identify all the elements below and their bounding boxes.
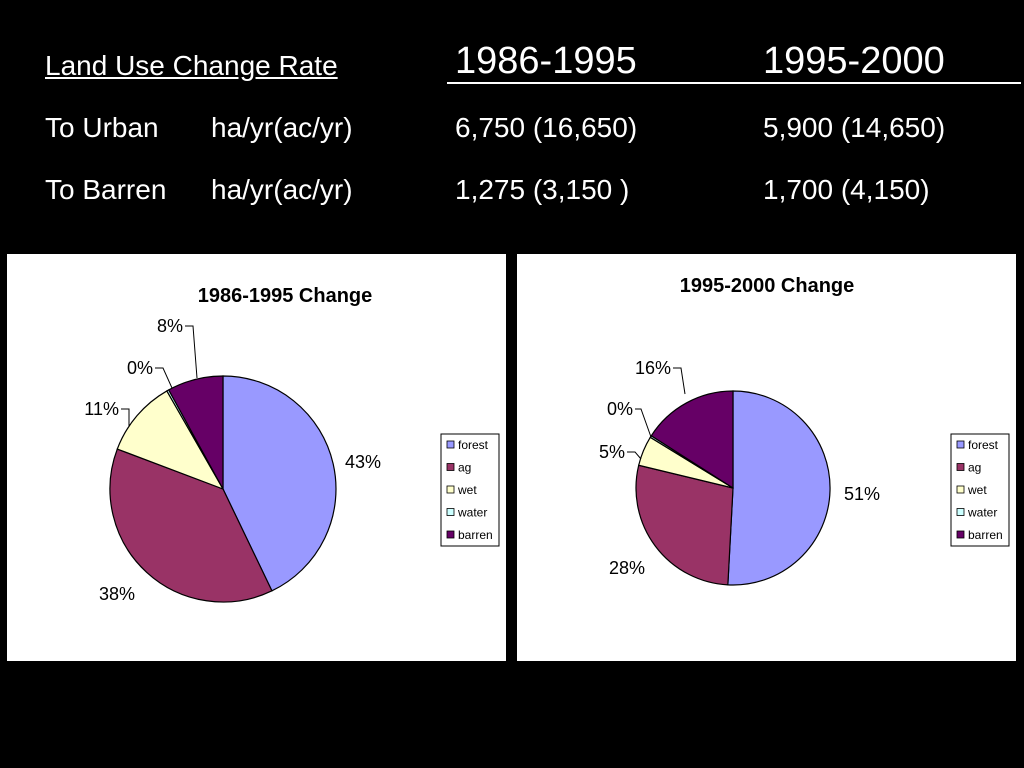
legend-label-water: water	[967, 506, 997, 520]
row-value-1995: 1,700 (4,150)	[763, 174, 930, 205]
leader-line	[627, 451, 642, 460]
table-col1-header: 1986-1995	[455, 40, 637, 82]
data-label-forest: 51%	[844, 484, 880, 504]
legend-label-barren: barren	[458, 528, 493, 542]
data-label-forest: 43%	[345, 452, 381, 472]
chart-legend: forest ag wet water barren	[440, 433, 500, 547]
leader-line	[185, 325, 198, 379]
legend-label-barren: barren	[968, 528, 1003, 542]
legend-swatch-ag	[446, 463, 455, 471]
legend-swatch-barren	[446, 530, 455, 539]
legend-swatch-wet	[446, 485, 455, 494]
chart-panel-1986: 1986-1995 Change 43% 38% 11% 0% 8% forest ag wet…	[7, 254, 506, 661]
legend-label-water: water	[457, 506, 487, 520]
legend-label-ag: ag	[458, 461, 471, 475]
data-label-water: 0%	[127, 358, 153, 378]
pie-slice-ag	[635, 464, 734, 586]
legend-label-ag: ag	[968, 461, 981, 475]
row-label: To Barren	[45, 174, 167, 205]
chart-legend: forest ag wet water barren	[950, 433, 1010, 547]
leader-line	[673, 367, 686, 395]
table-header-label: Land Use Change Rate	[45, 50, 338, 81]
chart-title: 1986-1995 Change	[198, 285, 373, 307]
pie-chart-1995: 1995-2000 Change 51% 28% 5% 0% 16% forest ag wet…	[599, 275, 1010, 586]
data-label-ag: 38%	[99, 584, 135, 604]
pie-chart-1986: 1986-1995 Change 43% 38% 11% 0% 8% forest ag wet…	[84, 285, 500, 604]
table-header-row: Land Use Change Rate 1986-1995 1995-2000	[45, 40, 1021, 86]
legend-label-forest: forest	[458, 438, 489, 452]
leader-line	[121, 408, 130, 426]
legend-swatch-water	[446, 508, 455, 516]
data-label-wet: 11%	[84, 399, 119, 419]
row-value-1986: 6,750 (16,650)	[455, 112, 638, 143]
table-col2-header: 1995-2000	[763, 40, 945, 82]
data-label-barren: 8%	[157, 316, 183, 336]
header-underline	[447, 82, 1021, 84]
legend-swatch-barren	[956, 530, 965, 539]
row-unit: ha/yr(ac/yr)	[211, 112, 353, 143]
leader-line	[635, 408, 652, 438]
leader-line	[155, 367, 173, 389]
row-value-1986: 1,275 (3,150 )	[455, 174, 630, 205]
data-label-barren: 16%	[635, 358, 671, 378]
row-label: To Urban	[45, 112, 159, 143]
pie-slice-forest	[222, 375, 337, 592]
legend-swatch-ag	[956, 463, 965, 471]
pie-slice-barren	[167, 375, 224, 490]
legend-swatch-wet	[956, 485, 965, 494]
data-label-wet: 5%	[599, 442, 625, 462]
legend-label-wet: wet	[457, 483, 477, 497]
table-row-urban: To Urban ha/yr(ac/yr) 6,750 (16,650) 5,9…	[45, 114, 1005, 148]
legend-label-wet: wet	[967, 483, 987, 497]
row-unit: ha/yr(ac/yr)	[211, 174, 353, 205]
row-value-1995: 5,900 (14,650)	[763, 112, 946, 143]
pie-slice-forest	[727, 390, 831, 586]
table-row-barren: To Barren ha/yr(ac/yr) 1,275 (3,150 ) 1,…	[45, 176, 1005, 210]
pie-slice-barren	[650, 390, 734, 490]
data-label-ag: 28%	[609, 558, 645, 578]
pie-slice-wet	[116, 390, 225, 491]
pie-slice-ag	[109, 448, 273, 603]
legend-swatch-water	[956, 508, 965, 516]
legend-swatch-forest	[446, 440, 455, 449]
legend-swatch-forest	[956, 440, 965, 449]
legend-label-forest: forest	[968, 438, 999, 452]
chart-panel-1995: 1995-2000 Change 51% 28% 5% 0% 16% forest ag wet…	[517, 254, 1016, 661]
chart-title: 1995-2000 Change	[680, 275, 855, 297]
data-label-water: 0%	[607, 399, 633, 419]
